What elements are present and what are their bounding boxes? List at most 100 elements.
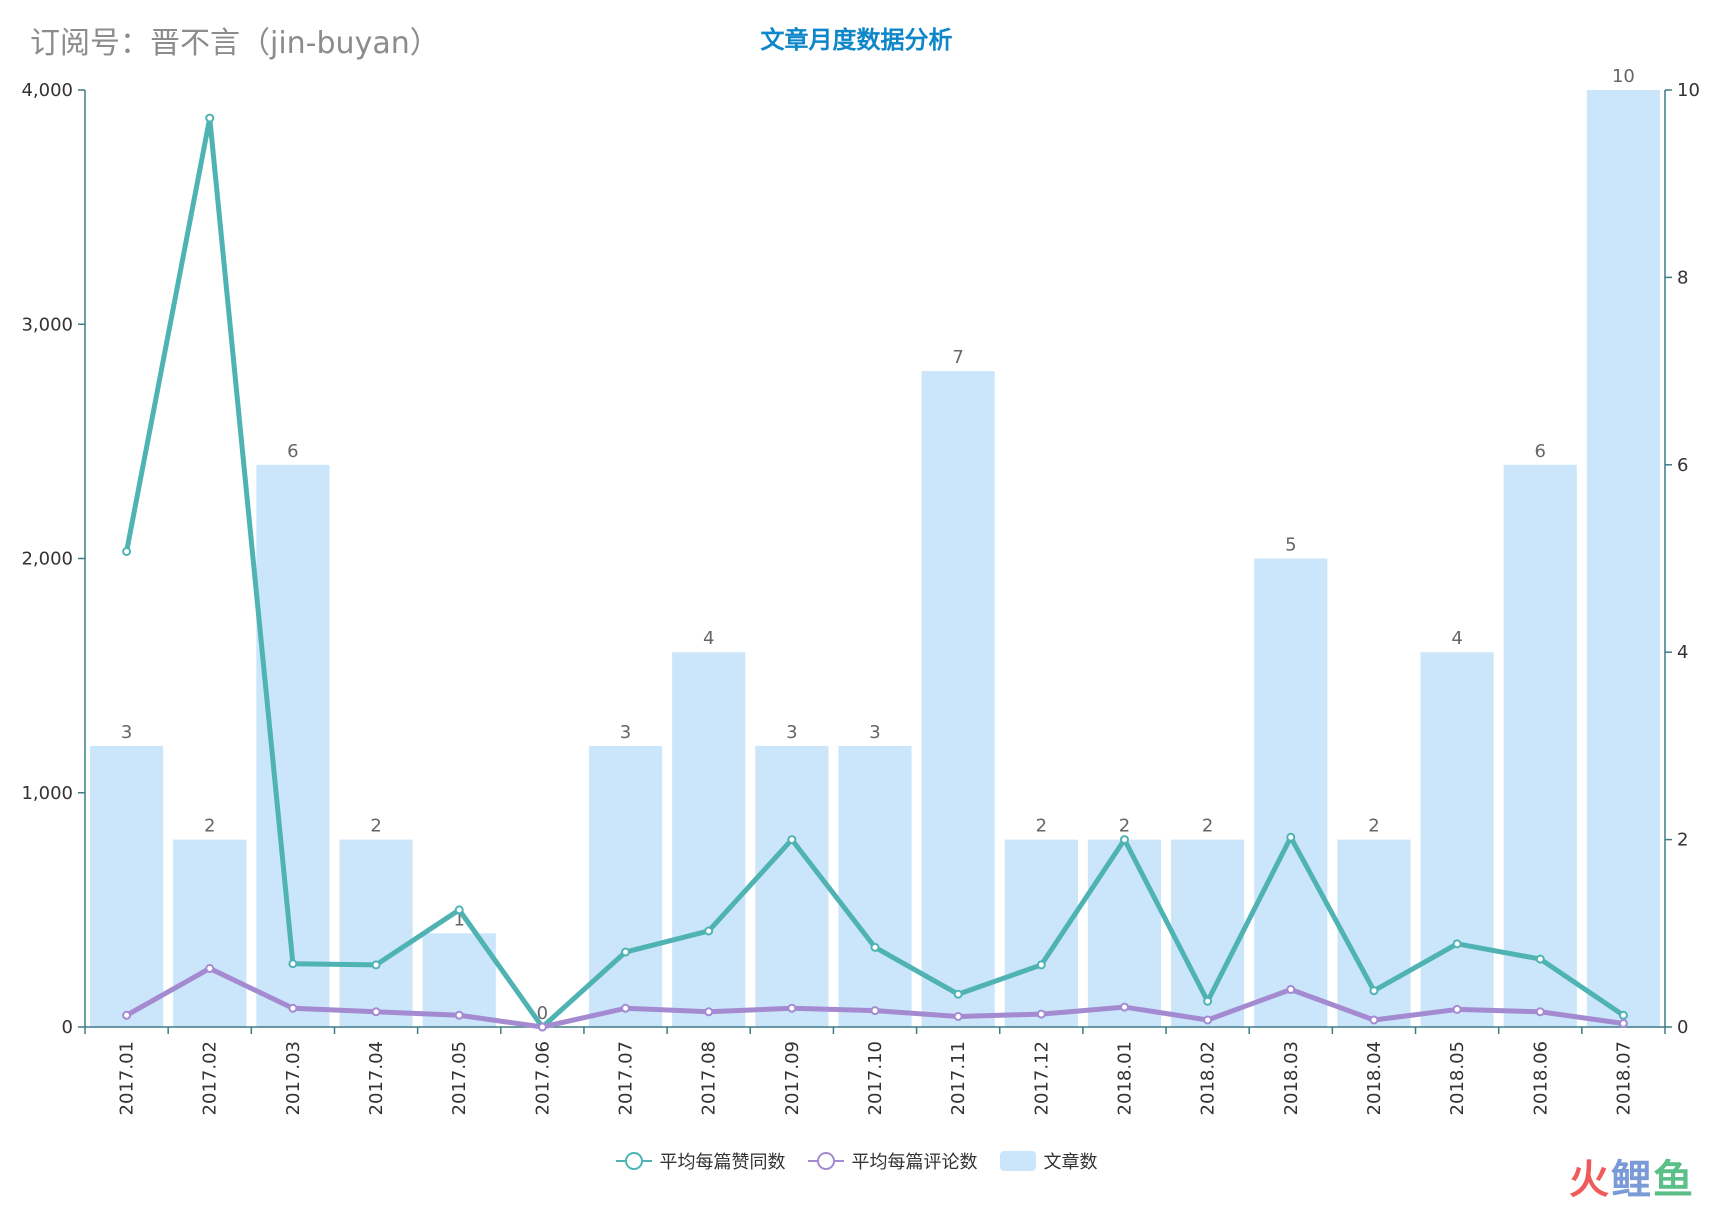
y-left-tick-label: 1,000 xyxy=(21,783,73,804)
x-tick-label: 2017.01 xyxy=(117,1041,138,1115)
series-point xyxy=(870,1006,880,1016)
series-point xyxy=(205,113,215,123)
bar-data-label: 4 xyxy=(1451,628,1462,649)
bar-data-label: 6 xyxy=(1535,441,1546,462)
series-point xyxy=(1036,960,1046,970)
x-tick-label: 2017.04 xyxy=(366,1041,387,1115)
subscription-subtitle: 订阅号：晋不言（jin-buyan） xyxy=(30,26,440,61)
series-point xyxy=(371,960,381,970)
bar-2017.03 xyxy=(256,464,330,1027)
bar-data-label: 3 xyxy=(786,722,797,743)
series-point xyxy=(1119,1002,1129,1012)
bar-2017.01 xyxy=(89,745,164,1027)
series-point xyxy=(787,835,797,845)
series-point xyxy=(1452,939,1462,949)
y-left-tick-label: 0 xyxy=(62,1017,73,1038)
legend-label-comments: 平均每篇评论数 xyxy=(851,1152,978,1173)
series-point xyxy=(704,926,714,936)
bar-2018.05 xyxy=(1420,652,1494,1027)
series-point xyxy=(1618,1010,1628,1020)
series-point xyxy=(537,1022,547,1032)
bar-2018.07 xyxy=(1586,90,1661,1027)
x-tick-label: 2017.03 xyxy=(283,1041,304,1115)
legend-item-comments[interactable]: 平均每篇评论数 xyxy=(807,1148,978,1174)
series-point xyxy=(1369,986,1379,996)
y-right-tick-label: 4 xyxy=(1677,642,1688,663)
x-tick-label: 2017.10 xyxy=(865,1041,886,1115)
bar-2017.07 xyxy=(588,745,663,1027)
y-left-tick-label: 3,000 xyxy=(21,314,73,335)
x-tick-label: 2017.02 xyxy=(200,1041,221,1115)
legend-line-icon xyxy=(807,1152,844,1170)
series-point xyxy=(371,1007,381,1017)
x-tick-label: 2017.12 xyxy=(1031,1041,1052,1115)
x-tick-label: 2017.09 xyxy=(782,1041,803,1115)
chart-title: 文章月度数据分析 xyxy=(760,26,953,54)
series-point xyxy=(621,1003,631,1013)
series-point xyxy=(454,905,464,915)
bar-data-label: 2 xyxy=(204,816,215,837)
x-tick-label: 2017.05 xyxy=(449,1041,470,1115)
x-tick-label: 2018.02 xyxy=(1198,1041,1219,1115)
x-tick-label: 2017.06 xyxy=(532,1041,553,1115)
series-point xyxy=(1119,835,1129,845)
bar-data-label: 2 xyxy=(1368,816,1379,837)
series-point xyxy=(205,963,215,973)
bar-data-label: 3 xyxy=(869,722,880,743)
series-point xyxy=(122,546,132,556)
series-point xyxy=(1535,1007,1545,1017)
x-tick-label: 2018.07 xyxy=(1613,1041,1634,1115)
bar-data-label: 3 xyxy=(121,722,132,743)
bar-data-label: 1 xyxy=(453,909,464,930)
series-point xyxy=(1535,954,1545,964)
bar-2018.06 xyxy=(1503,464,1577,1027)
x-tick-label: 2017.08 xyxy=(699,1041,720,1115)
y-right-tick-label: 0 xyxy=(1677,1017,1688,1038)
series-point xyxy=(1286,832,1296,842)
x-tick-label: 2017.07 xyxy=(616,1041,637,1115)
series-point xyxy=(953,989,963,999)
y-right-tick-label: 6 xyxy=(1677,455,1688,476)
y-right-tick-label: 10 xyxy=(1677,80,1700,101)
legend-line-icon xyxy=(615,1152,652,1170)
bar-data-label: 0 xyxy=(537,1003,548,1024)
series-point xyxy=(1203,1015,1213,1025)
series-point xyxy=(870,942,880,952)
series-point xyxy=(1618,1018,1628,1028)
bar-2017.09 xyxy=(755,745,829,1027)
bar-data-label: 2 xyxy=(1119,816,1130,837)
bar-data-label: 7 xyxy=(952,347,963,368)
bar-data-label: 4 xyxy=(703,628,714,649)
series-point xyxy=(454,1010,464,1020)
series-point xyxy=(1369,1015,1379,1025)
series-point xyxy=(1452,1004,1462,1014)
x-tick-label: 2018.01 xyxy=(1114,1041,1135,1115)
bar-data-label: 5 xyxy=(1285,535,1296,556)
bar-data-label: 2 xyxy=(1036,816,1047,837)
x-tick-label: 2018.05 xyxy=(1447,1041,1468,1115)
y-left-tick-label: 4,000 xyxy=(21,80,73,101)
legend-label-likes: 平均每篇赞同数 xyxy=(659,1152,786,1173)
y-right-tick-label: 8 xyxy=(1677,267,1688,288)
series-point xyxy=(1036,1009,1046,1019)
legend-bar-icon xyxy=(999,1151,1036,1171)
bar-2018.01 xyxy=(1087,839,1162,1027)
x-tick-label: 2018.04 xyxy=(1364,1041,1385,1115)
x-tick-label: 2018.03 xyxy=(1281,1041,1302,1115)
series-point xyxy=(122,1010,132,1020)
bar-2017.12 xyxy=(1004,839,1078,1027)
bar-data-label: 6 xyxy=(287,441,298,462)
y-left-tick-label: 2,000 xyxy=(21,549,73,570)
legend-item-likes[interactable]: 平均每篇赞同数 xyxy=(615,1148,786,1174)
series-point xyxy=(288,959,298,969)
bar-2017.10 xyxy=(838,745,912,1027)
legend-label-articles: 文章数 xyxy=(1043,1152,1098,1173)
series-point xyxy=(787,1003,797,1013)
legend-item-articles[interactable]: 文章数 xyxy=(999,1148,1098,1174)
bar-2017.04 xyxy=(339,839,413,1027)
chart-legend: 平均每篇赞同数 平均每篇评论数 文章数 xyxy=(0,1148,1713,1174)
bar-data-label: 3 xyxy=(620,722,631,743)
series-point xyxy=(953,1011,963,1021)
x-tick-label: 2017.11 xyxy=(948,1041,969,1115)
